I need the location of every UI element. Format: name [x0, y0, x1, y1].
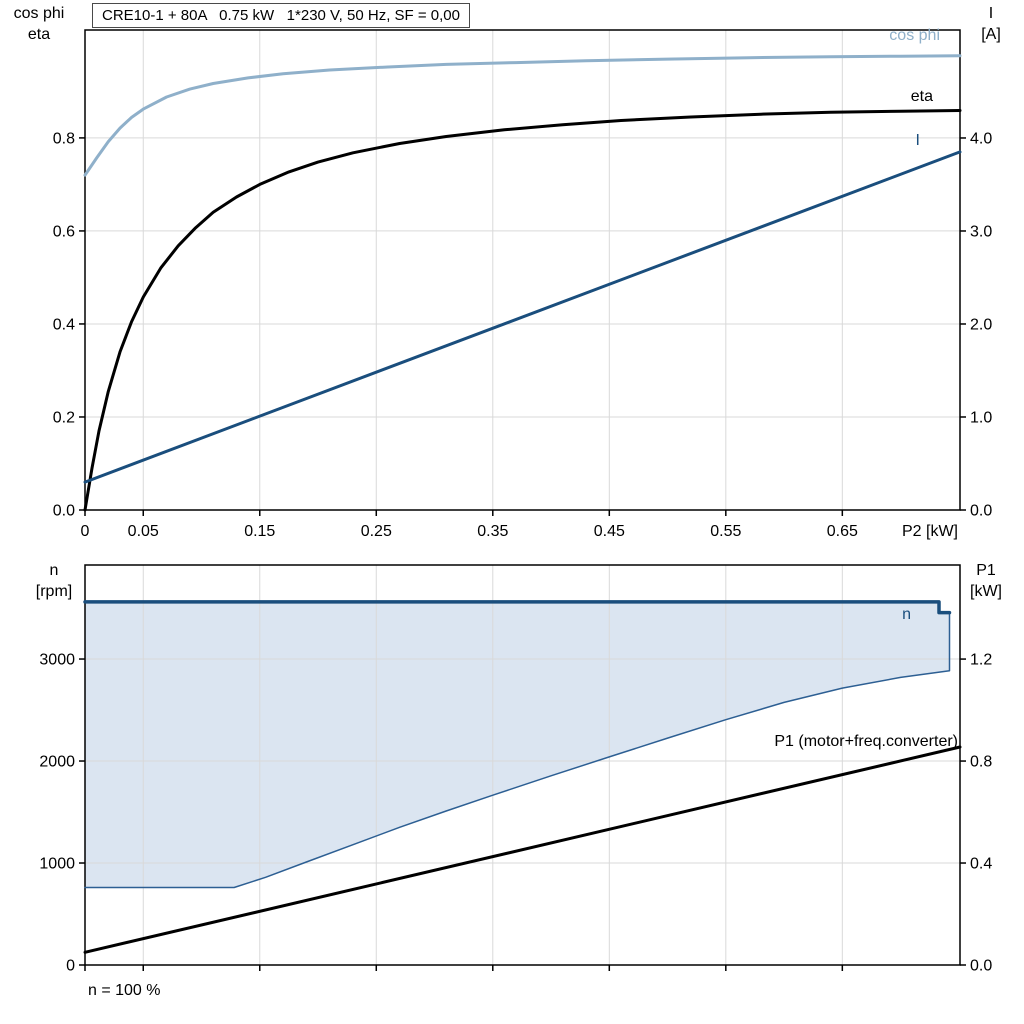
x-tick-label: 0.25 — [361, 523, 392, 540]
right-tick-label: 4.0 — [970, 130, 992, 147]
bottom-left-axis-label: n [rpm] — [24, 560, 84, 602]
top-right-axis-label: I [A] — [964, 3, 1018, 45]
curve-n — [83, 600, 952, 615]
curve-label-speed: n — [902, 606, 911, 623]
curve-p1 — [83, 745, 962, 954]
axis-label-p1-unit: [kW] — [970, 583, 1002, 600]
axis-label-p1: P1 — [976, 562, 996, 579]
bottom-right-axis-label: P1 [kW] — [954, 560, 1018, 602]
x-tick-label: 0.45 — [594, 523, 625, 540]
axis-label-speed: n — [49, 562, 59, 579]
x-tick-label: 0.35 — [477, 523, 508, 540]
curve-cos-phi — [83, 54, 962, 177]
right-tick-label: 0.8 — [970, 754, 992, 771]
left-tick-label: 0.6 — [53, 223, 75, 240]
axis-label-eta: eta — [27, 26, 51, 43]
right-tick-label: 3.0 — [970, 223, 992, 240]
left-tick-label: 0 — [66, 958, 75, 975]
x-tick-label: 0 — [81, 523, 90, 540]
top-left-axis-label: cos phi eta — [6, 3, 72, 45]
left-tick-label: 1000 — [39, 856, 75, 873]
x-tick-label: 0.55 — [710, 523, 741, 540]
speed-percentage-note: n = 100 % — [88, 982, 161, 999]
axis-label-current: I — [988, 5, 994, 22]
plot-border — [84, 29, 961, 511]
right-tick-label: 0.0 — [970, 503, 992, 520]
operating-region — [85, 601, 950, 888]
left-tick-label: 0.4 — [53, 316, 75, 333]
axis-label-cos-phi: cos phi — [13, 5, 65, 22]
left-tick-label: 0.8 — [53, 130, 75, 147]
plot-border — [84, 564, 961, 966]
right-tick-label: 0.4 — [970, 856, 992, 873]
left-tick-label: 3000 — [39, 652, 75, 669]
left-tick-label: 0.0 — [53, 503, 75, 520]
x-tick-label: 0.15 — [244, 523, 275, 540]
curve-label-cos-phi: cos phi — [889, 27, 940, 44]
curve-label-p1: P1 (motor+freq.converter) — [774, 733, 958, 750]
left-tick-label: 2000 — [39, 754, 75, 771]
axis-label-current-unit: [A] — [981, 26, 1001, 43]
curve-n-lower-limit — [84, 611, 951, 889]
right-tick-label: 2.0 — [970, 316, 992, 333]
axis-label-speed-unit: [rpm] — [35, 583, 73, 600]
left-tick-label: 0.2 — [53, 409, 75, 426]
right-tick-label: 0.0 — [970, 958, 992, 975]
x-tick-label: 0.05 — [128, 523, 159, 540]
curve-label-eta: eta — [910, 88, 933, 105]
right-tick-label: 1.0 — [970, 409, 992, 426]
curve-eta — [83, 109, 962, 512]
curve-label-current: I — [915, 132, 920, 149]
chart-title: CRE10-1 + 80A 0.75 kW 1*230 V, 50 Hz, SF… — [92, 3, 470, 28]
x-tick-label: 0.65 — [827, 523, 858, 540]
curve-i — [83, 150, 962, 484]
right-tick-label: 1.2 — [970, 652, 992, 669]
x-axis-title: P2 [kW] — [902, 523, 958, 540]
